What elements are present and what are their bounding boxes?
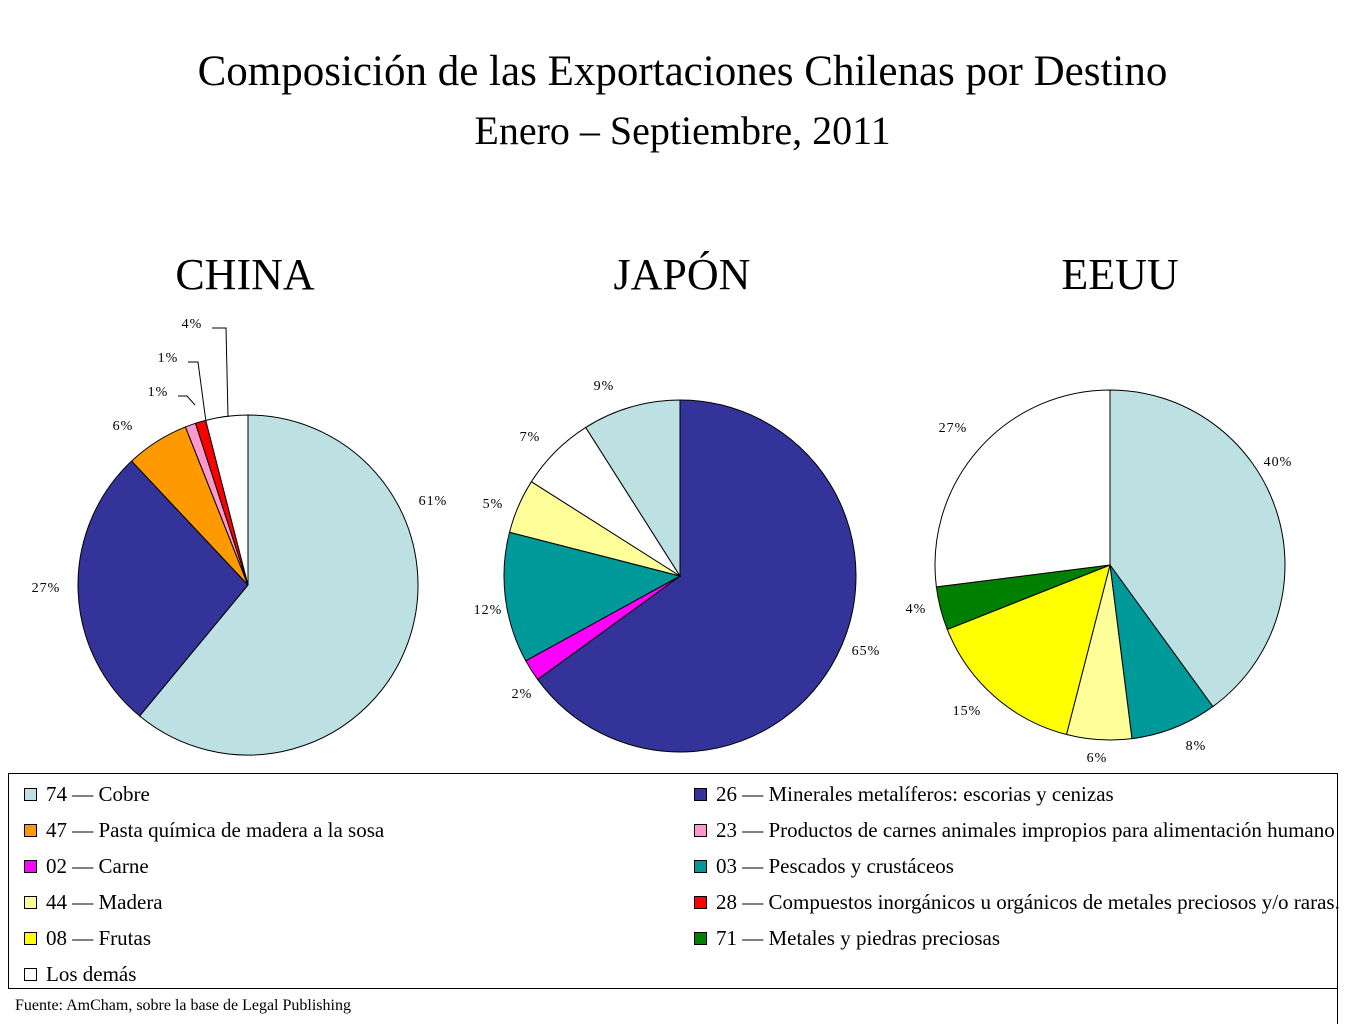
pie-slice-minerales [77,460,249,717]
pie-1: 65% 2% 12% 5% 7% 9% [474,379,881,753]
pie-0: 61% 27% 6% 1% 1% 4% [32,317,448,756]
data-label-carne: 2% [512,687,533,702]
legend-label: 28 — Compuestos inorgánicos u orgánicos … [716,890,1340,914]
legend-item-compuestos: 28 — Compuestos inorgánicos u orgánicos … [694,890,1340,914]
pie-slice-cobre [138,414,419,756]
data-label-pescados: 8% [1186,739,1207,754]
legend-swatch [694,859,707,873]
legend-label: 26 — Minerales metalíferos: escorias y c… [716,782,1114,806]
data-label-demas: 4% [182,317,203,332]
data-label-productos: 1% [148,385,169,400]
legend-item-demas: Los demás [24,962,136,986]
pie-title-china: CHINA [175,250,315,299]
pie-slice-frutas [946,564,1111,736]
data-label-cobre: 9% [594,379,615,394]
legend-swatch [24,823,37,837]
legend-swatch [24,859,37,873]
legend-item-pasta: 47 — Pasta química de madera a la sosa [24,818,384,842]
frame-line [1337,773,1338,1024]
chart-title: Composición de las Exportaciones Chilena… [197,48,1168,95]
legend-label: 44 — Madera [46,890,163,914]
pie-slice-cobre [1109,389,1286,708]
pie-slice-demas [934,389,1111,588]
pie-charts: 61% 27% 6% 1% 1% 4% 65% 2% 12% 5% 7% 9% 40% 8% 6% 15% 4%… [32,317,1293,766]
legend-swatch [694,787,707,801]
pie-2: 40% 8% 6% 15% 4% 27% [906,389,1293,766]
data-label-demas: 7% [520,430,541,445]
legend-item-metales: 71 — Metales y piedras preciosas [694,926,1000,950]
data-label-minerales: 65% [852,644,881,659]
legend-swatch [24,895,37,909]
leader-line-demas [212,327,229,418]
legend-item-cobre: 74 — Cobre [24,782,150,806]
legend-swatch [24,967,37,981]
legend-swatch [694,823,707,837]
legend-item-madera: 44 — Madera [24,890,163,914]
data-label-cobre: 61% [419,494,448,509]
data-label-minerales: 27% [32,581,61,596]
legend-swatch [694,895,707,909]
legend-label: 74 — Cobre [46,782,150,806]
chart-subtitle: Enero – Septiembre, 2011 [474,108,891,153]
legend-item-pescados: 03 — Pescados y crustáceos [694,854,954,878]
legend-item-minerales: 26 — Minerales metalíferos: escorias y c… [694,782,1114,806]
legend-label: Los demás [46,962,137,986]
data-label-compuestos: 1% [158,351,179,366]
data-label-madera: 5% [483,497,504,512]
data-label-frutas: 15% [953,704,982,719]
legend-item-frutas: 08 — Frutas [24,926,151,950]
pie-slice-pescados [503,531,682,662]
legend-swatch [24,787,37,801]
legend-item-carne: 02 — Carne [24,854,149,878]
pie-title-japon: JAPÓN [613,250,751,299]
data-label-pescados: 12% [474,603,503,618]
data-label-madera: 6% [1087,751,1108,766]
legend-item-productos: 23 — Productos de carnes animales improp… [694,818,1335,842]
legend-swatch [694,931,707,945]
legend: 74 — Cobre 26 — Minerales metalíferos: es… [8,773,1340,989]
legend-label: 02 — Carne [46,854,149,878]
source-note: Fuente: AmCham, sobre la base de Legal P… [15,997,351,1014]
pie-slice-minerales [536,399,857,753]
legend-label: 08 — Frutas [46,926,151,950]
legend-label: 71 — Metales y piedras preciosas [716,926,1001,950]
data-label-demas: 27% [939,421,968,436]
leader-line-productos [178,395,196,406]
pie-title-eeuu: EEUU [1061,250,1179,299]
legend-label: 47 — Pasta química de madera a la sosa [46,818,385,842]
data-label-metales: 4% [906,602,927,617]
legend-label: 03 — Pescados y crustáceos [716,854,954,878]
legend-label: 23 — Productos de carnes animales improp… [716,818,1335,842]
data-label-pasta: 6% [113,419,134,434]
legend-swatch [24,931,37,945]
data-label-cobre: 40% [1264,455,1293,470]
leader-line-compuestos [188,361,207,423]
pie-slice-cobre [584,399,681,578]
